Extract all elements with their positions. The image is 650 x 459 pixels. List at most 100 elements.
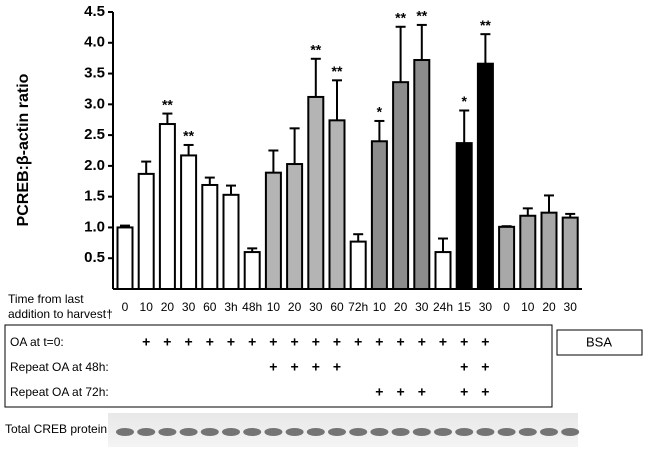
bar bbox=[370, 140, 388, 290]
treatment-mark: + bbox=[481, 384, 489, 400]
blot-band bbox=[455, 428, 474, 436]
x-tick-label: 20 bbox=[394, 300, 408, 314]
significance-label: ** bbox=[395, 9, 406, 25]
y-tick-label: 1.5 bbox=[84, 188, 105, 205]
bar bbox=[180, 154, 198, 290]
bar bbox=[498, 225, 516, 290]
blot-band bbox=[200, 428, 219, 436]
x-tick-label: 15 bbox=[458, 300, 472, 314]
bar bbox=[264, 171, 282, 290]
bar bbox=[392, 81, 410, 290]
bsa-box bbox=[556, 329, 643, 356]
x-tick-label: 10 bbox=[140, 300, 154, 314]
blot-band bbox=[349, 428, 368, 436]
treatment-mark: + bbox=[418, 384, 426, 400]
significance-label: ** bbox=[480, 17, 491, 33]
treatment-mark: + bbox=[460, 359, 468, 375]
x-tick-label: 20 bbox=[288, 300, 302, 314]
y-tick-label: 4.0 bbox=[84, 34, 105, 51]
treatment-mark: + bbox=[481, 359, 489, 375]
blot-band bbox=[561, 428, 580, 436]
y-tick-label: 1.0 bbox=[84, 218, 105, 235]
y-tick-label: 2.5 bbox=[84, 126, 105, 143]
blot-band bbox=[264, 428, 283, 436]
x-tick-label: 60 bbox=[330, 300, 344, 314]
x-tick-label: 0 bbox=[503, 300, 510, 314]
treatment-mark: + bbox=[460, 334, 468, 350]
bar bbox=[434, 251, 452, 290]
bar bbox=[561, 216, 579, 290]
y-axis-label: PCREB:β-actin ratio bbox=[15, 73, 32, 226]
blot-band bbox=[179, 428, 198, 436]
blot-band bbox=[370, 428, 389, 436]
x-tick-label: 72h bbox=[348, 300, 368, 314]
treatment-mark: + bbox=[397, 334, 405, 350]
treatment-mark: + bbox=[354, 334, 362, 350]
treatment-mark: + bbox=[397, 384, 405, 400]
bar bbox=[413, 59, 431, 290]
treatment-mark: + bbox=[312, 334, 320, 350]
blot-band bbox=[116, 428, 134, 436]
bar bbox=[243, 251, 261, 290]
treatment-mark: + bbox=[227, 334, 235, 350]
significance-label: * bbox=[377, 104, 383, 120]
bar bbox=[201, 183, 219, 291]
blot-band bbox=[328, 428, 346, 436]
blot-band bbox=[285, 428, 304, 436]
bar bbox=[328, 119, 346, 290]
treatment-mark: + bbox=[418, 334, 426, 350]
treatment-box bbox=[4, 324, 553, 408]
x-axis-label: addition to harvest† bbox=[8, 307, 113, 321]
significance-label: ** bbox=[416, 8, 427, 24]
bar bbox=[286, 163, 304, 290]
x-tick-label: 10 bbox=[267, 300, 281, 314]
treatment-mark: + bbox=[460, 384, 468, 400]
blot-label: Total CREB protein bbox=[5, 422, 107, 436]
x-tick-label: 60 bbox=[203, 300, 217, 314]
treatment-mark: + bbox=[142, 334, 150, 350]
blot-band bbox=[540, 428, 558, 436]
treatment-mark: + bbox=[291, 334, 299, 350]
significance-label: ** bbox=[310, 41, 321, 57]
x-tick-label: 20 bbox=[542, 300, 556, 314]
x-tick-label: 3h bbox=[224, 300, 237, 314]
significance-label: * bbox=[461, 93, 467, 109]
treatment-mark: + bbox=[333, 359, 341, 375]
bar bbox=[540, 211, 558, 290]
blot-band bbox=[222, 428, 240, 436]
treatment-mark: + bbox=[481, 334, 489, 350]
treatment-mark: + bbox=[375, 384, 383, 400]
treatment-mark: + bbox=[269, 359, 277, 375]
y-tick-label: 0.5 bbox=[84, 249, 105, 266]
treatment-mark: + bbox=[185, 334, 193, 350]
treatment-mark: + bbox=[375, 334, 383, 350]
bar bbox=[476, 62, 494, 290]
x-tick-label: 30 bbox=[564, 300, 578, 314]
bar bbox=[519, 214, 537, 290]
bar bbox=[455, 142, 473, 290]
blot-band bbox=[476, 428, 495, 436]
treatment-mark: + bbox=[163, 334, 171, 350]
treatment-mark: + bbox=[248, 334, 256, 350]
treatment-mark: + bbox=[269, 334, 277, 350]
treatment-label: Repeat OA at 48h: bbox=[10, 360, 109, 374]
bar bbox=[222, 193, 240, 291]
blot-band bbox=[518, 428, 537, 436]
treatment-label: OA at t=0: bbox=[10, 335, 64, 349]
x-tick-label: 30 bbox=[309, 300, 323, 314]
bar bbox=[116, 226, 134, 290]
y-tick-label: 3.0 bbox=[84, 95, 105, 112]
blot-band bbox=[391, 428, 410, 436]
treatment-mark: + bbox=[312, 359, 320, 375]
bar bbox=[307, 95, 325, 290]
blot-band bbox=[243, 428, 262, 436]
blot-band bbox=[137, 428, 156, 436]
x-tick-label: 24h bbox=[433, 300, 453, 314]
significance-label: ** bbox=[183, 128, 194, 144]
bar bbox=[158, 123, 176, 290]
x-tick-label: 30 bbox=[415, 300, 429, 314]
bar bbox=[137, 172, 155, 290]
x-tick-label: 10 bbox=[373, 300, 387, 314]
blot-band bbox=[497, 428, 516, 436]
